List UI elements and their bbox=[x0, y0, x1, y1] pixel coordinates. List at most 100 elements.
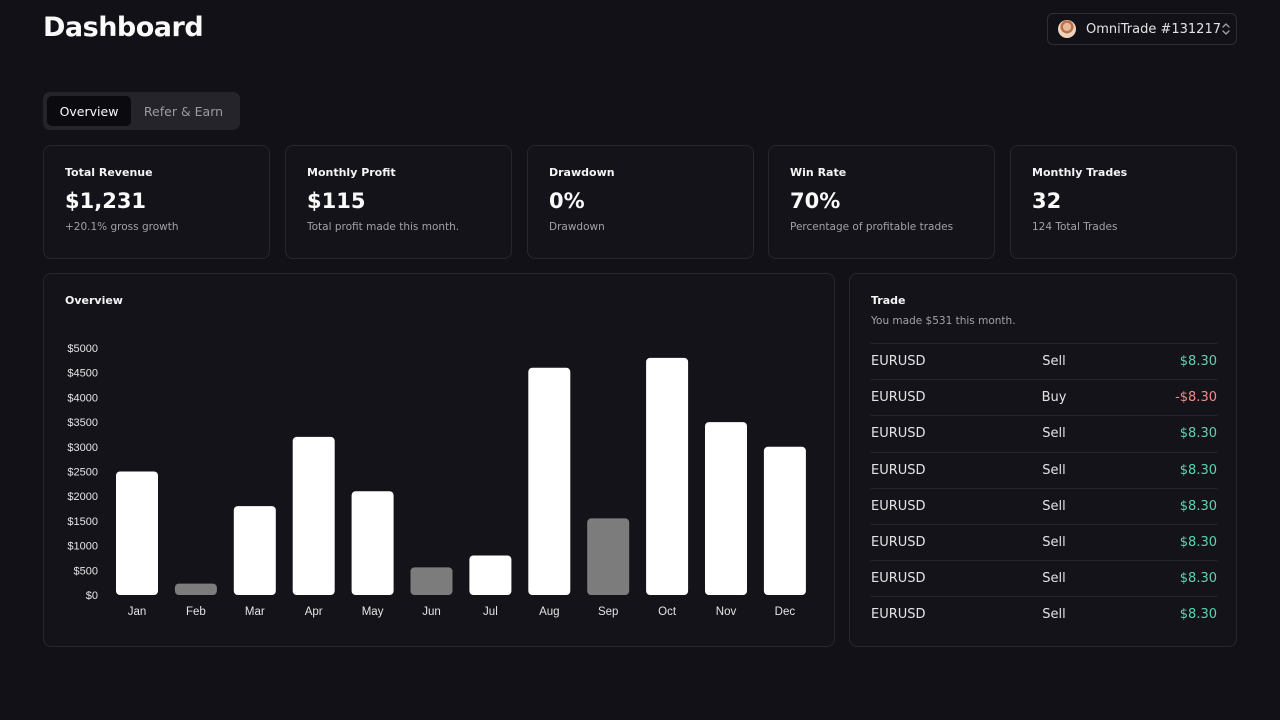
trade-pair: EURUSD bbox=[871, 426, 926, 442]
trade-amount: $8.30 bbox=[1179, 354, 1217, 370]
bar-jun[interactable] bbox=[410, 567, 453, 595]
y-tick-label: $1000 bbox=[67, 541, 98, 553]
stat-subtitle: 124 Total Trades bbox=[1032, 221, 1118, 233]
bar-oct[interactable] bbox=[646, 357, 689, 595]
x-tick-label: Oct bbox=[658, 606, 677, 618]
bar-jul[interactable] bbox=[469, 555, 512, 595]
page-title: Dashboard bbox=[43, 12, 204, 43]
y-tick-label: $2500 bbox=[67, 467, 98, 479]
trade-pair: EURUSD bbox=[871, 571, 926, 587]
trade-side: Sell bbox=[1042, 607, 1066, 623]
y-tick-label: $1500 bbox=[67, 516, 98, 528]
trade-side: Sell bbox=[1042, 571, 1066, 587]
trade-pair: EURUSD bbox=[871, 354, 926, 370]
tab-overview[interactable]: Overview bbox=[47, 96, 131, 126]
stat-subtitle: Total profit made this month. bbox=[307, 221, 460, 233]
trade-amount: -$8.30 bbox=[1175, 390, 1217, 406]
trade-amount: $8.30 bbox=[1179, 462, 1217, 478]
trade-side: Buy bbox=[1041, 390, 1067, 406]
trade-side: Sell bbox=[1042, 498, 1066, 514]
bar-apr[interactable] bbox=[292, 436, 335, 595]
chevron-up-down-icon bbox=[1221, 21, 1231, 37]
stat-subtitle: Percentage of profitable trades bbox=[790, 221, 954, 233]
trade-title: Trade bbox=[871, 294, 906, 307]
tab-refer-earn[interactable]: Refer & Earn bbox=[143, 103, 224, 119]
trade-row: EURUSD Sell $8.30 bbox=[871, 523, 1217, 560]
trade-amount: $8.30 bbox=[1179, 607, 1217, 623]
tab-list: Overview Refer & Earn bbox=[43, 92, 240, 130]
stat-value: 32 bbox=[1032, 189, 1062, 213]
trade-pair: EURUSD bbox=[871, 498, 926, 514]
trade-pair: EURUSD bbox=[871, 535, 926, 551]
bar-feb[interactable] bbox=[174, 583, 217, 595]
trade-pair: EURUSD bbox=[871, 607, 926, 623]
trade-amount: $8.30 bbox=[1179, 571, 1217, 587]
overview-card: Overview $0 $500 $1000 $1500 $2000 $2500 $3000… bbox=[43, 273, 835, 647]
trade-row: EURUSD Sell $8.30 bbox=[871, 596, 1217, 632]
stat-title: Drawdown bbox=[549, 166, 615, 179]
x-tick-label: Feb bbox=[186, 606, 206, 618]
y-tick-label: $5000 bbox=[67, 343, 98, 355]
stat-title: Win Rate bbox=[790, 166, 847, 179]
x-tick-label: Jan bbox=[128, 606, 147, 618]
trade-list: EURUSD Sell $8.30 EURUSD Buy -$8.30 EURUSD Sell… bbox=[871, 343, 1217, 633]
trade-row: EURUSD Sell $8.30 bbox=[871, 560, 1217, 596]
trade-amount: $8.30 bbox=[1179, 535, 1217, 551]
x-tick-label: Sep bbox=[598, 606, 618, 618]
trade-card: Trade You made $531 this month. EURUSD Se… bbox=[849, 273, 1237, 647]
trade-side: Sell bbox=[1042, 535, 1066, 551]
bar-mar[interactable] bbox=[233, 506, 276, 595]
trade-pair: EURUSD bbox=[871, 462, 926, 478]
y-tick-label: $0 bbox=[86, 590, 98, 602]
stat-value: 0% bbox=[549, 189, 585, 213]
stat-card-win-rate: Win Rate 70% Percentage of profitable tr… bbox=[768, 145, 995, 259]
bar-dec[interactable] bbox=[763, 446, 806, 595]
y-tick-label: $500 bbox=[74, 565, 98, 577]
bar-jan[interactable] bbox=[116, 471, 158, 596]
bar-aug[interactable] bbox=[528, 367, 571, 595]
y-tick-label: $4500 bbox=[67, 368, 98, 380]
stat-subtitle: +20.1% gross growth bbox=[65, 221, 179, 233]
trade-pair: EURUSD bbox=[871, 390, 926, 406]
stat-card-monthly-profit: Monthly Profit $115 Total profit made th… bbox=[285, 145, 512, 259]
y-tick-label: $4000 bbox=[67, 392, 98, 404]
trade-side: Sell bbox=[1042, 426, 1066, 442]
bar-sep[interactable] bbox=[587, 518, 630, 595]
account-label: OmniTrade #131217 bbox=[1086, 21, 1221, 37]
trade-amount: $8.30 bbox=[1179, 498, 1217, 514]
trade-side: Sell bbox=[1042, 354, 1066, 370]
trade-amount: $8.30 bbox=[1179, 426, 1217, 442]
overview-title: Overview bbox=[65, 294, 123, 307]
stat-value: 70% bbox=[790, 189, 841, 213]
stat-card-total-revenue: Total Revenue $1,231 +20.1% gross growth bbox=[43, 145, 270, 259]
trade-row: EURUSD Sell $8.30 bbox=[871, 451, 1217, 488]
trade-row: EURUSD Sell $8.30 bbox=[871, 487, 1217, 524]
stat-title: Total Revenue bbox=[65, 166, 153, 179]
bar-may[interactable] bbox=[351, 491, 394, 595]
x-tick-label: Mar bbox=[245, 606, 265, 618]
x-tick-label: May bbox=[362, 606, 384, 618]
stat-title: Monthly Trades bbox=[1032, 166, 1128, 179]
x-tick-label: Dec bbox=[775, 606, 796, 618]
stat-value: $1,231 bbox=[65, 189, 147, 213]
y-tick-label: $3000 bbox=[67, 442, 98, 454]
stat-title: Monthly Profit bbox=[307, 166, 396, 179]
stat-value: $115 bbox=[307, 189, 366, 213]
stat-subtitle: Drawdown bbox=[549, 221, 605, 233]
trade-row: EURUSD Sell $8.30 bbox=[871, 343, 1217, 379]
trade-side: Sell bbox=[1042, 462, 1066, 478]
stat-card-drawdown: Drawdown 0% Drawdown bbox=[527, 145, 754, 259]
stat-card-monthly-trades: Monthly Trades 32 124 Total Trades bbox=[1010, 145, 1237, 259]
trade-row: EURUSD Buy -$8.30 bbox=[871, 379, 1217, 415]
y-tick-label: $2000 bbox=[67, 491, 98, 503]
overview-bar-chart: $0 $500 $1000 $1500 $2000 $2500 $3000 $3500 $400… bbox=[67, 343, 806, 618]
x-tick-label: Jul bbox=[483, 606, 498, 618]
x-tick-label: Nov bbox=[716, 606, 737, 618]
trade-row: EURUSD Sell $8.30 bbox=[871, 415, 1217, 451]
bar-nov[interactable] bbox=[705, 422, 747, 595]
avatar bbox=[1058, 20, 1076, 38]
account-select[interactable]: OmniTrade #131217 bbox=[1047, 13, 1237, 45]
x-tick-label: Aug bbox=[539, 606, 559, 618]
trade-subtitle: You made $531 this month. bbox=[871, 315, 1016, 327]
y-tick-label: $3500 bbox=[67, 417, 98, 429]
